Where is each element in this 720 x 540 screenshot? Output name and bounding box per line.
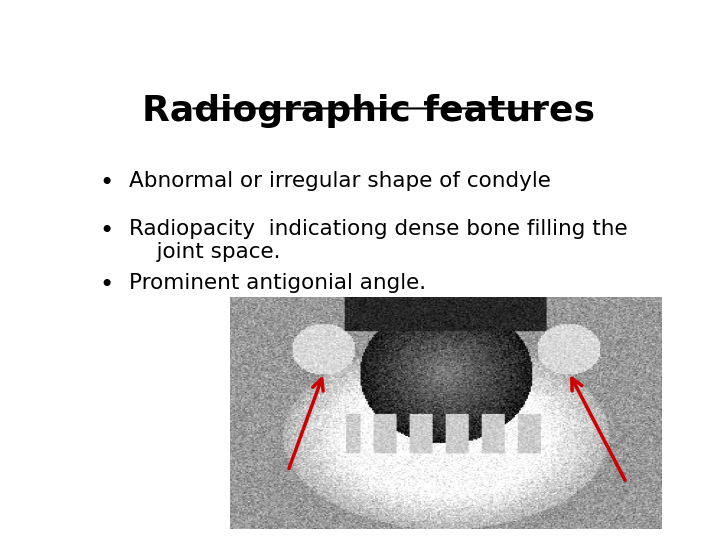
Text: Radiographic features: Radiographic features (143, 94, 595, 128)
Text: •: • (99, 171, 114, 195)
Text: Abnormal or irregular shape of condyle: Abnormal or irregular shape of condyle (129, 171, 551, 191)
Text: Prominent antigonial angle.: Prominent antigonial angle. (129, 273, 426, 293)
Text: Radiopacity  indicationg dense bone filling the
    joint space.: Radiopacity indicationg dense bone filli… (129, 219, 628, 262)
Text: •: • (99, 273, 114, 296)
Text: •: • (99, 219, 114, 242)
